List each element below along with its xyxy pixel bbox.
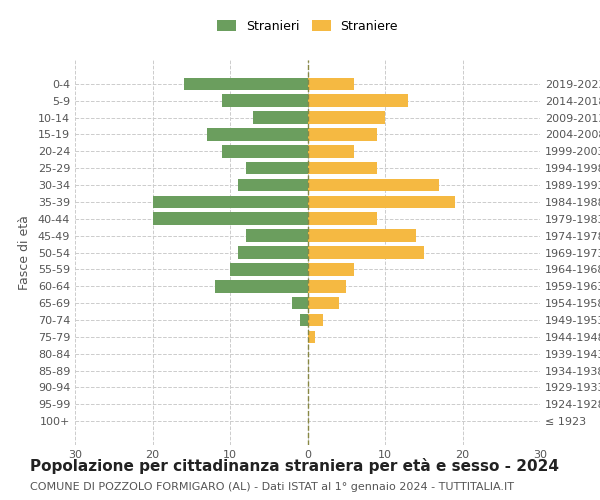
Bar: [308, 212, 377, 225]
Bar: [253, 111, 308, 124]
Bar: [308, 314, 323, 326]
Bar: [207, 128, 308, 141]
Bar: [308, 230, 416, 242]
Bar: [222, 94, 308, 107]
Bar: [230, 263, 308, 276]
Bar: [308, 145, 354, 158]
Bar: [245, 230, 308, 242]
Bar: [308, 330, 315, 343]
Bar: [184, 78, 308, 90]
Bar: [308, 94, 408, 107]
Bar: [308, 78, 354, 90]
Bar: [222, 145, 308, 158]
Bar: [308, 196, 455, 208]
Legend: Stranieri, Straniere: Stranieri, Straniere: [213, 16, 402, 36]
Bar: [308, 162, 377, 174]
Bar: [300, 314, 308, 326]
Bar: [245, 162, 308, 174]
Bar: [238, 178, 308, 192]
Bar: [308, 246, 424, 259]
Bar: [292, 297, 308, 310]
Bar: [308, 111, 385, 124]
Text: Popolazione per cittadinanza straniera per età e sesso - 2024: Popolazione per cittadinanza straniera p…: [30, 458, 559, 473]
Text: COMUNE DI POZZOLO FORMIGARO (AL) - Dati ISTAT al 1° gennaio 2024 - TUTTITALIA.IT: COMUNE DI POZZOLO FORMIGARO (AL) - Dati …: [30, 482, 514, 492]
Bar: [308, 128, 377, 141]
Bar: [152, 212, 308, 225]
Y-axis label: Fasce di età: Fasce di età: [18, 215, 31, 290]
Bar: [215, 280, 308, 292]
Bar: [308, 297, 338, 310]
Bar: [308, 263, 354, 276]
Bar: [152, 196, 308, 208]
Bar: [308, 280, 346, 292]
Bar: [238, 246, 308, 259]
Bar: [308, 178, 439, 192]
